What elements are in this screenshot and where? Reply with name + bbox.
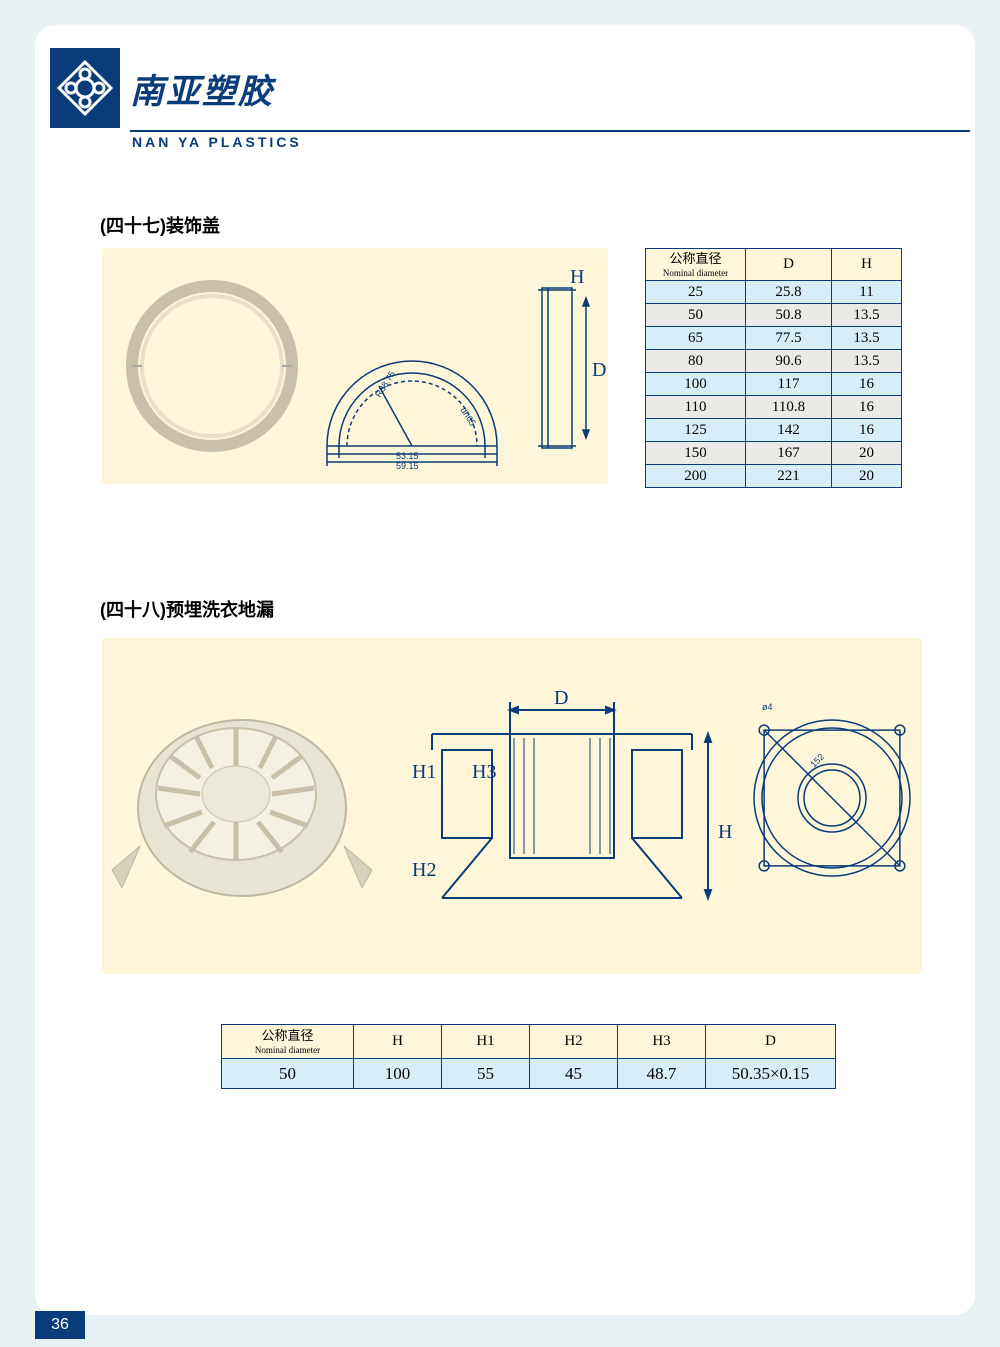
table-row: 5050.813.5 bbox=[646, 304, 902, 327]
table-row: 6577.513.5 bbox=[646, 327, 902, 350]
t1-h-nominal-en: Nominal diameter bbox=[650, 268, 741, 278]
t2-h-H1: H1 bbox=[442, 1025, 530, 1059]
table-row: 110110.816 bbox=[646, 396, 902, 419]
t2-h-H3: H3 bbox=[618, 1025, 706, 1059]
section-47-diagram: R38.75 dn65 53.15 59.15 H D bbox=[102, 248, 608, 484]
h3-label: H3 bbox=[472, 761, 496, 783]
h2-label: H2 bbox=[412, 859, 436, 881]
table-row: 8090.613.5 bbox=[646, 350, 902, 373]
d-label: D bbox=[592, 359, 606, 381]
t2-h-nominal-en: Nominal diameter bbox=[226, 1045, 349, 1055]
table-row: 15016720 bbox=[646, 442, 902, 465]
t2-h-D: D bbox=[706, 1025, 836, 1059]
brand-name-cn: 南亚塑胶 bbox=[130, 64, 274, 113]
section-47-table: 公称直径 Nominal diameter D H 2525.811 5050.8… bbox=[645, 248, 902, 488]
brand-name-en: NAN YA PLASTICS bbox=[132, 134, 965, 150]
section-48-table: 公称直径 Nominal diameter H H1 H2 H3 D 50 100… bbox=[221, 1024, 836, 1089]
table-row: 12514216 bbox=[646, 419, 902, 442]
d-label: D bbox=[554, 687, 568, 709]
table-row: 50 100 55 45 48.7 50.35×0.15 bbox=[222, 1059, 836, 1089]
w-outer: 59.15 bbox=[396, 461, 419, 471]
section-48-diagram: D H1 H3 H2 H ø4 152 bbox=[102, 638, 922, 974]
brand-logo-icon bbox=[50, 48, 120, 128]
t1-h-nominal: 公称直径 bbox=[669, 251, 721, 266]
table-row: 20022120 bbox=[646, 465, 902, 488]
page-number: 36 bbox=[35, 1311, 85, 1339]
brand-rule bbox=[130, 130, 970, 132]
t2-h-nominal: 公称直径 bbox=[261, 1028, 313, 1043]
header: 南亚塑胶 NAN YA PLASTICS bbox=[50, 48, 965, 150]
t2-h-H2: H2 bbox=[530, 1025, 618, 1059]
h-label: H bbox=[718, 821, 732, 843]
section-48-title: (四十八)预埋洗衣地漏 bbox=[100, 596, 274, 622]
t2-h-H: H bbox=[354, 1025, 442, 1059]
table-row: 2525.811 bbox=[646, 281, 902, 304]
diag-label: 152 bbox=[808, 752, 826, 770]
h1-label: H1 bbox=[412, 761, 436, 783]
t1-h-D: D bbox=[746, 249, 832, 281]
section-47-title: (四十七)装饰盖 bbox=[100, 212, 220, 238]
h-label: H bbox=[570, 266, 584, 288]
t1-h-H: H bbox=[832, 249, 902, 281]
w-inner: 53.15 bbox=[396, 451, 419, 461]
phi4-label: ø4 bbox=[762, 702, 773, 712]
table-row: 10011716 bbox=[646, 373, 902, 396]
logo-block: 南亚塑胶 bbox=[50, 48, 965, 128]
r-label: R38.75 bbox=[373, 369, 397, 399]
